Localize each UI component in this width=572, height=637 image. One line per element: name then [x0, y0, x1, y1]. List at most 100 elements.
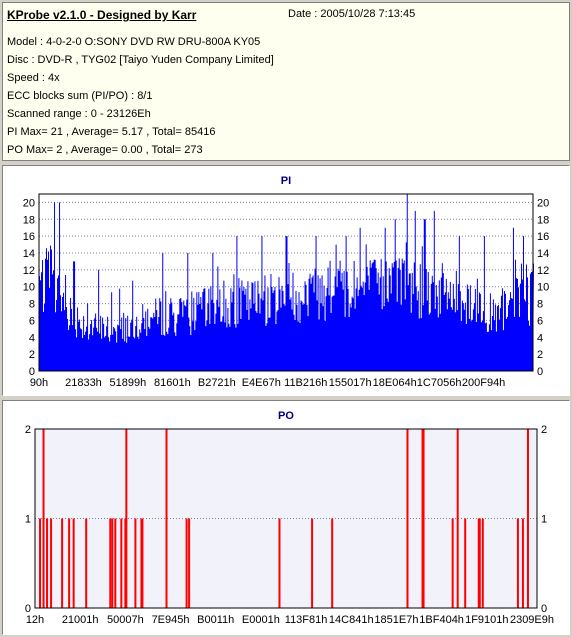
- pi-chart: PI 0 0 2 2 4 4 6 6 8 8 10 10 12 12 14 14 16 16 18 18 20 20 90h 2…: [23, 175, 550, 389]
- po-bar: [140, 518, 143, 608]
- y-tick-label-left: 2: [29, 349, 35, 361]
- po-bar: [278, 518, 281, 608]
- po-bar: [141, 518, 144, 608]
- x-tick-label: 1BF404h: [419, 614, 464, 626]
- y-tick-label-left: 8: [29, 299, 35, 311]
- speed-line: Speed : 4x: [7, 72, 60, 84]
- x-tick-label: 2309E9h: [510, 614, 554, 626]
- y-tick-label-right: 6: [537, 315, 543, 327]
- y-tick-label-right: 2: [541, 424, 547, 436]
- y-tick-label-right: 16: [537, 231, 549, 243]
- po-bar: [406, 429, 409, 608]
- plot-border: [38, 193, 534, 372]
- po-chart: PO 0 0 1 1 2 2 12h 21001h 50007h 7E945h B0011h E0001…: [25, 410, 554, 626]
- po-bar: [331, 518, 334, 608]
- range-line: Scanned range : 0 - 23126Eh: [7, 108, 151, 120]
- po-bar: [481, 518, 484, 608]
- po-bar: [188, 518, 191, 608]
- x-tick-label: 51899h: [110, 377, 147, 389]
- y-tick-label-right: 12: [537, 265, 549, 277]
- ecc-line: ECC blocks sum (PI/PO) : 8/1: [7, 90, 153, 102]
- x-tick-label: 81601h: [154, 377, 191, 389]
- po-bar: [120, 518, 123, 608]
- po-bar: [526, 429, 529, 608]
- po-bar: [478, 518, 481, 608]
- po-bar: [125, 429, 128, 608]
- po-bar: [111, 518, 114, 608]
- x-tick-label: B0011h: [197, 614, 234, 626]
- y-tick-label-left: 2: [25, 424, 31, 436]
- y-tick-label-right: 0: [537, 366, 543, 378]
- y-tick-label-right: 8: [537, 299, 543, 311]
- y-tick-label-right: 0: [541, 603, 547, 615]
- po-bar: [109, 518, 112, 608]
- po-bar: [464, 518, 467, 608]
- y-tick-label-left: 6: [29, 315, 35, 327]
- po-bar: [311, 518, 314, 608]
- y-tick-label-right: 1: [541, 514, 547, 526]
- x-tick-label: 12h: [26, 614, 44, 626]
- y-tick-label-left: 0: [29, 366, 35, 378]
- x-tick-label: B2721h: [198, 377, 236, 389]
- x-tick-label: 1C7056h: [417, 377, 462, 389]
- y-tick-label-left: 0: [25, 603, 31, 615]
- po-bar: [422, 429, 425, 608]
- po-bar: [72, 518, 75, 608]
- x-tick-label: 113F81h: [285, 614, 328, 626]
- po-bar: [46, 518, 49, 608]
- po-bar: [85, 518, 88, 608]
- y-tick-label-left: 20: [23, 197, 35, 209]
- y-tick-label-right: 10: [537, 282, 549, 294]
- y-tick-label-left: 14: [23, 248, 35, 260]
- pi-stats-line: PI Max= 21 , Average= 5.17 , Total= 8541…: [7, 126, 216, 138]
- po-chart-panel: PO 0 0 1 1 2 2 12h 21001h 50007h 7E945h B0011h E0001…: [2, 400, 570, 635]
- pi-chart-panel: PI 0 0 2 2 4 4 6 6 8 8 10 10 12 12 14 14 16 16 18 18 20 20 90h 2…: [2, 165, 570, 396]
- x-tick-label: 7E945h: [152, 614, 190, 626]
- x-tick-label: 90h: [30, 377, 48, 389]
- po-bar: [521, 518, 524, 608]
- po-bar: [477, 518, 480, 608]
- y-tick-label-left: 16: [23, 231, 35, 243]
- pi-series-area: [39, 194, 534, 371]
- chart-title: PO: [278, 410, 294, 422]
- y-tick-label-right: 4: [537, 332, 543, 344]
- x-tick-label: E0001h: [242, 614, 280, 626]
- x-tick-label: 11B216h: [284, 377, 327, 389]
- y-tick-label-left: 18: [23, 214, 35, 226]
- y-tick-label-left: 12: [23, 265, 35, 277]
- chart-title: PI: [281, 175, 291, 187]
- x-tick-label: 18E064h: [373, 377, 417, 389]
- po-bar: [50, 518, 53, 608]
- scan-date: Date : 2005/10/28 7:13:45: [288, 8, 416, 20]
- po-bar: [42, 429, 45, 608]
- plot-border: [34, 428, 538, 609]
- x-tick-label: 14C841h: [329, 614, 374, 626]
- y-tick-label-right: 18: [537, 214, 549, 226]
- x-tick-label: E4E67h: [242, 377, 281, 389]
- po-bar: [421, 429, 424, 608]
- x-tick-label: 1851E7h: [374, 614, 418, 626]
- po-bar: [39, 518, 42, 608]
- po-bar: [165, 429, 168, 608]
- po-bar: [114, 518, 117, 608]
- app-title: KProbe v2.1.0 - Designed by Karr: [7, 8, 197, 22]
- x-tick-label: 21001h: [62, 614, 99, 626]
- y-tick-label-left: 10: [23, 282, 35, 294]
- y-tick-label-right: 14: [537, 248, 549, 260]
- po-bar: [451, 518, 454, 608]
- po-bar: [516, 518, 519, 608]
- po-bar: [134, 518, 137, 608]
- po-bar: [68, 518, 71, 608]
- x-tick-label: 1F9101h: [465, 614, 508, 626]
- x-tick-label: 21833h: [65, 377, 102, 389]
- po-stats-line: PO Max= 2 , Average= 0.00 , Total= 273: [7, 144, 203, 156]
- x-tick-label: 200F94h: [462, 377, 505, 389]
- y-tick-label-right: 2: [537, 349, 543, 361]
- po-bar: [61, 518, 64, 608]
- po-bar: [185, 518, 188, 608]
- po-bar: [456, 429, 459, 608]
- y-tick-label-left: 1: [25, 514, 31, 526]
- x-tick-label: 50007h: [107, 614, 144, 626]
- model-line: Model : 4-0-2-0 O:SONY DVD RW DRU-800A K…: [7, 36, 261, 48]
- y-tick-label-left: 4: [29, 332, 35, 344]
